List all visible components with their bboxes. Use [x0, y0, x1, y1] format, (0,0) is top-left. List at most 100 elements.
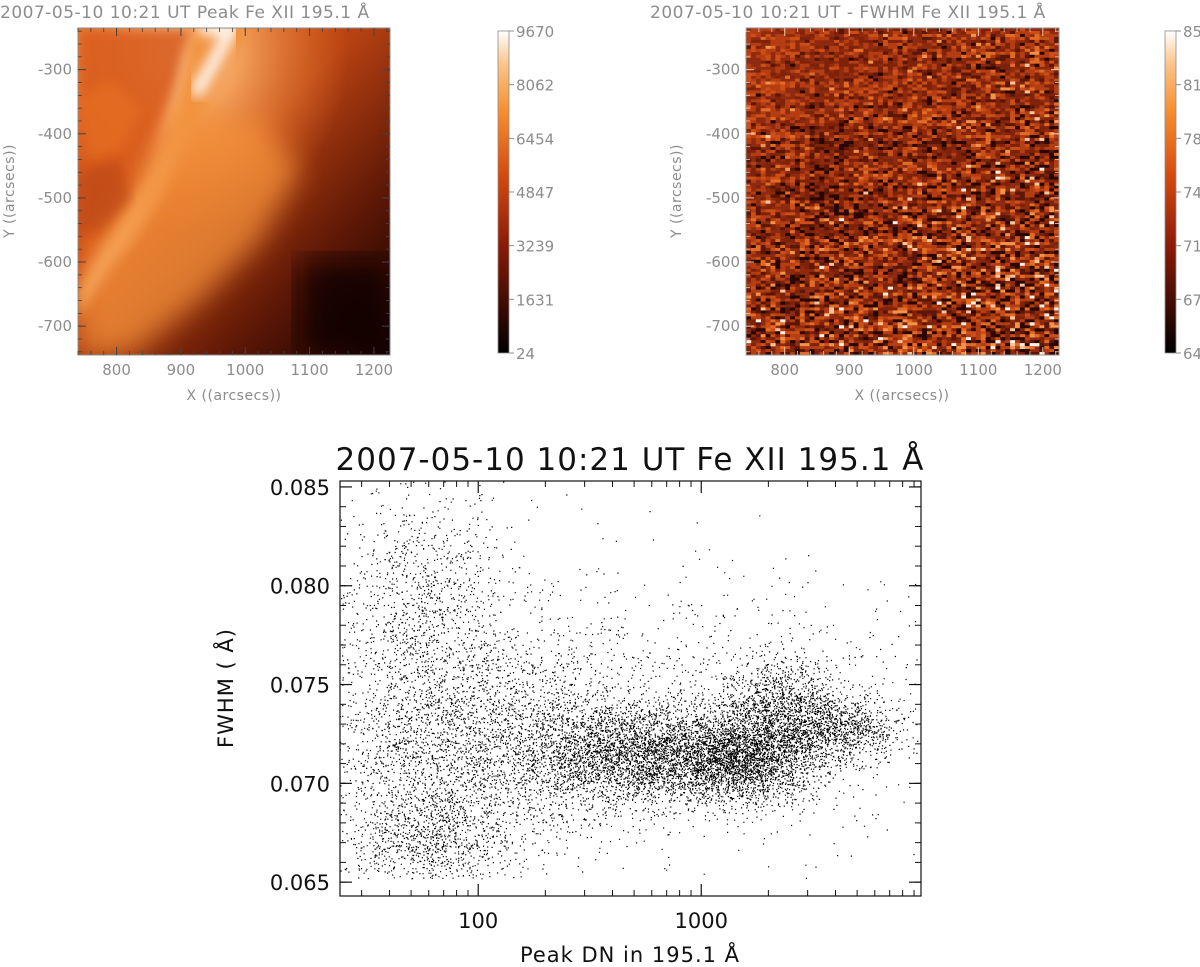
fwhm-pixel	[902, 215, 908, 219]
fwhm-pixel	[746, 247, 752, 252]
fwhm-pixel	[750, 135, 757, 139]
fwhm-pixel	[824, 143, 830, 148]
fwhm-pixel	[1024, 236, 1030, 240]
fwhm-pixel	[873, 102, 879, 106]
fwhm-pixel	[780, 99, 786, 103]
fwhm-pixel	[853, 81, 859, 85]
fwhm-pixel	[961, 90, 967, 94]
fwhm-pixel	[970, 194, 977, 198]
fwhm-pixel	[931, 295, 938, 299]
fwhm-pixel	[1044, 126, 1050, 130]
fwhm-pixel	[863, 48, 869, 53]
fwhm-pixel	[897, 87, 903, 91]
fwhm-pixel	[853, 203, 859, 207]
fwhm-pixel	[1029, 51, 1035, 56]
fwhm-pixel	[1054, 283, 1059, 287]
fwhm-pixel	[1010, 206, 1016, 210]
fwhm-pixel	[858, 87, 864, 91]
fwhm-pixel	[897, 307, 903, 311]
fwhm-pixel	[926, 268, 933, 273]
fwhm-pixel	[1029, 111, 1035, 115]
fwhm-pixel	[838, 262, 845, 267]
fwhm-pixel	[966, 123, 972, 127]
fwhm-pixel	[897, 51, 903, 56]
fwhm-pixel	[868, 164, 874, 169]
fwhm-pixel	[985, 54, 991, 59]
fwhm-pixel	[790, 137, 796, 142]
fwhm-pixel	[853, 161, 859, 166]
fwhm-pixel	[912, 224, 918, 228]
fwhm-pixel	[941, 206, 947, 210]
fwhm-pixel	[1034, 158, 1040, 163]
fwhm-pixel	[917, 182, 923, 186]
fwhm-pixel	[897, 203, 903, 207]
fwhm-pixel	[1044, 271, 1050, 276]
fwhm-pixel	[897, 298, 903, 302]
fwhm-pixel	[1049, 277, 1055, 281]
fwhm-pixel	[946, 194, 952, 198]
fwhm-pixel	[1049, 230, 1055, 234]
fwhm-pixel	[882, 245, 889, 249]
fwhm-pixel	[804, 135, 810, 139]
fwhm-pixel	[809, 280, 815, 284]
fwhm-pixel	[946, 304, 952, 308]
fwhm-pixel	[1039, 179, 1045, 183]
fwhm-pixel	[946, 123, 952, 127]
fwhm-pixel	[1014, 283, 1021, 287]
fwhm-pixel	[1010, 51, 1016, 56]
fwhm-pixel	[917, 301, 923, 305]
fwhm-pixel	[1005, 286, 1011, 290]
fwhm-pixel	[926, 60, 933, 64]
fwhm-pixel	[985, 280, 991, 284]
fwhm-pixel	[1019, 135, 1026, 139]
fwhm-pixel	[1014, 42, 1021, 47]
fwhm-pixel	[1034, 90, 1040, 94]
fwhm-pixel	[824, 129, 830, 133]
fwhm-pixel	[1054, 191, 1059, 195]
fwhm-pixel	[922, 310, 928, 314]
fwhm-pixel	[873, 250, 879, 255]
fwhm-pixel	[917, 51, 923, 56]
fwhm-pixel	[941, 259, 947, 264]
fwhm-pixel	[1044, 108, 1050, 112]
fwhm-pixel	[873, 30, 879, 35]
fwhm-pixel	[829, 304, 835, 308]
fwhm-pixel	[980, 158, 986, 163]
fwhm-pixel	[995, 135, 1001, 139]
fwhm-pixel	[985, 146, 991, 151]
fwhm-pixel	[794, 301, 801, 305]
fwhm-pixel	[936, 117, 942, 121]
fwhm-pixel	[1034, 265, 1040, 270]
fwhm-pixel	[936, 259, 942, 264]
fwhm-pixel	[956, 245, 962, 249]
fwhm-pixel	[882, 292, 889, 296]
fwhm-pixel	[780, 69, 786, 73]
fwhm-pixel	[887, 167, 894, 171]
fwhm-pixel	[1014, 69, 1021, 73]
fwhm-pixel	[941, 242, 947, 246]
fwhm-pixel	[931, 161, 938, 166]
fwhm-pixel	[882, 102, 889, 106]
fwhm-pixel	[1054, 60, 1059, 64]
fwhm-pixel	[975, 60, 982, 64]
fwhm-pixel	[985, 283, 991, 287]
fwhm-pixel	[819, 194, 825, 198]
fwhm-pixel	[922, 63, 928, 67]
fwhm-pixel	[775, 209, 781, 213]
fwhm-pixel	[1000, 295, 1006, 299]
fwhm-pixel	[1049, 224, 1055, 228]
fwhm-pixel	[1024, 155, 1030, 160]
fwhm-pixel	[941, 209, 947, 213]
fwhm-pixel	[799, 218, 805, 222]
fwhm-pixel	[819, 298, 825, 302]
fwhm-pixel	[785, 99, 791, 103]
fwhm-pixel	[917, 274, 923, 279]
fwhm-pixel	[790, 197, 796, 201]
fwhm-pixel	[804, 307, 810, 311]
fwhm-pixel	[746, 274, 752, 279]
fwhm-pixel	[1029, 78, 1035, 82]
fwhm-pixel	[995, 36, 1001, 41]
fwhm-pixel	[985, 99, 991, 103]
fwhm-pixel	[926, 96, 933, 100]
fwhm-pixel	[790, 212, 796, 216]
